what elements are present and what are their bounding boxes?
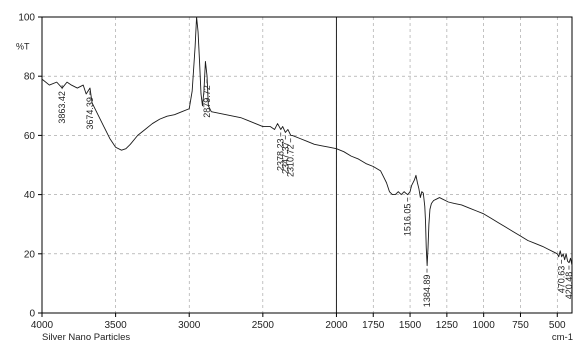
x-tick-label: 4000 [31, 320, 54, 331]
peak-label: 1384.89 [422, 275, 432, 308]
y-tick-label: 20 [24, 249, 36, 260]
peak-label: 470.63 [557, 266, 567, 294]
y-tick-label: 0 [29, 309, 35, 320]
x-tick-label: 2000 [325, 320, 348, 331]
x-tick-label: 1000 [473, 320, 496, 331]
y-axis-ticks: 0 20 40 60 80 100 [18, 13, 42, 320]
peak-label: 2879.72 [202, 85, 212, 118]
sample-label: Silver Nano Particles [42, 332, 130, 341]
peak-label: 420.48 [564, 272, 574, 300]
y-tick-label: 80 [24, 72, 36, 83]
peak-label: 2347.37 [280, 141, 290, 174]
x-tick-label: 1500 [399, 320, 422, 331]
x-axis-unit-label: cm-1 [552, 332, 573, 341]
y-axis-label: %T [16, 42, 30, 52]
peak-annotations: 3863.42 3674.39 2879.72 2378.232347.372310.… [57, 79, 574, 307]
grid-lines [42, 17, 572, 313]
x-tick-label: 2500 [252, 320, 275, 331]
y-tick-label: 100 [18, 13, 35, 24]
x-tick-label: 750 [512, 320, 529, 331]
peak-label: 1516.05 [403, 204, 413, 237]
x-tick-label: 3500 [104, 320, 127, 331]
peak-label: 3674.39 [85, 97, 95, 130]
x-tick-label: 3000 [178, 320, 201, 331]
x-tick-label: 1750 [362, 320, 385, 331]
x-axis-ticks: 4000 3500 3000 2500 2000 1750 1500 1250 1000 750 5… [31, 313, 566, 331]
y-tick-label: 40 [24, 190, 36, 201]
peak-label: 2310.72 [286, 144, 296, 177]
plot-frame [41, 16, 573, 314]
spectrum-line [41, 16, 573, 267]
peak-label: 2378.23 [276, 138, 286, 171]
x-tick-label: 500 [549, 320, 566, 331]
peak-label: 3863.42 [57, 91, 67, 124]
y-tick-label: 60 [24, 131, 36, 142]
x-tick-label: 1250 [436, 320, 459, 331]
